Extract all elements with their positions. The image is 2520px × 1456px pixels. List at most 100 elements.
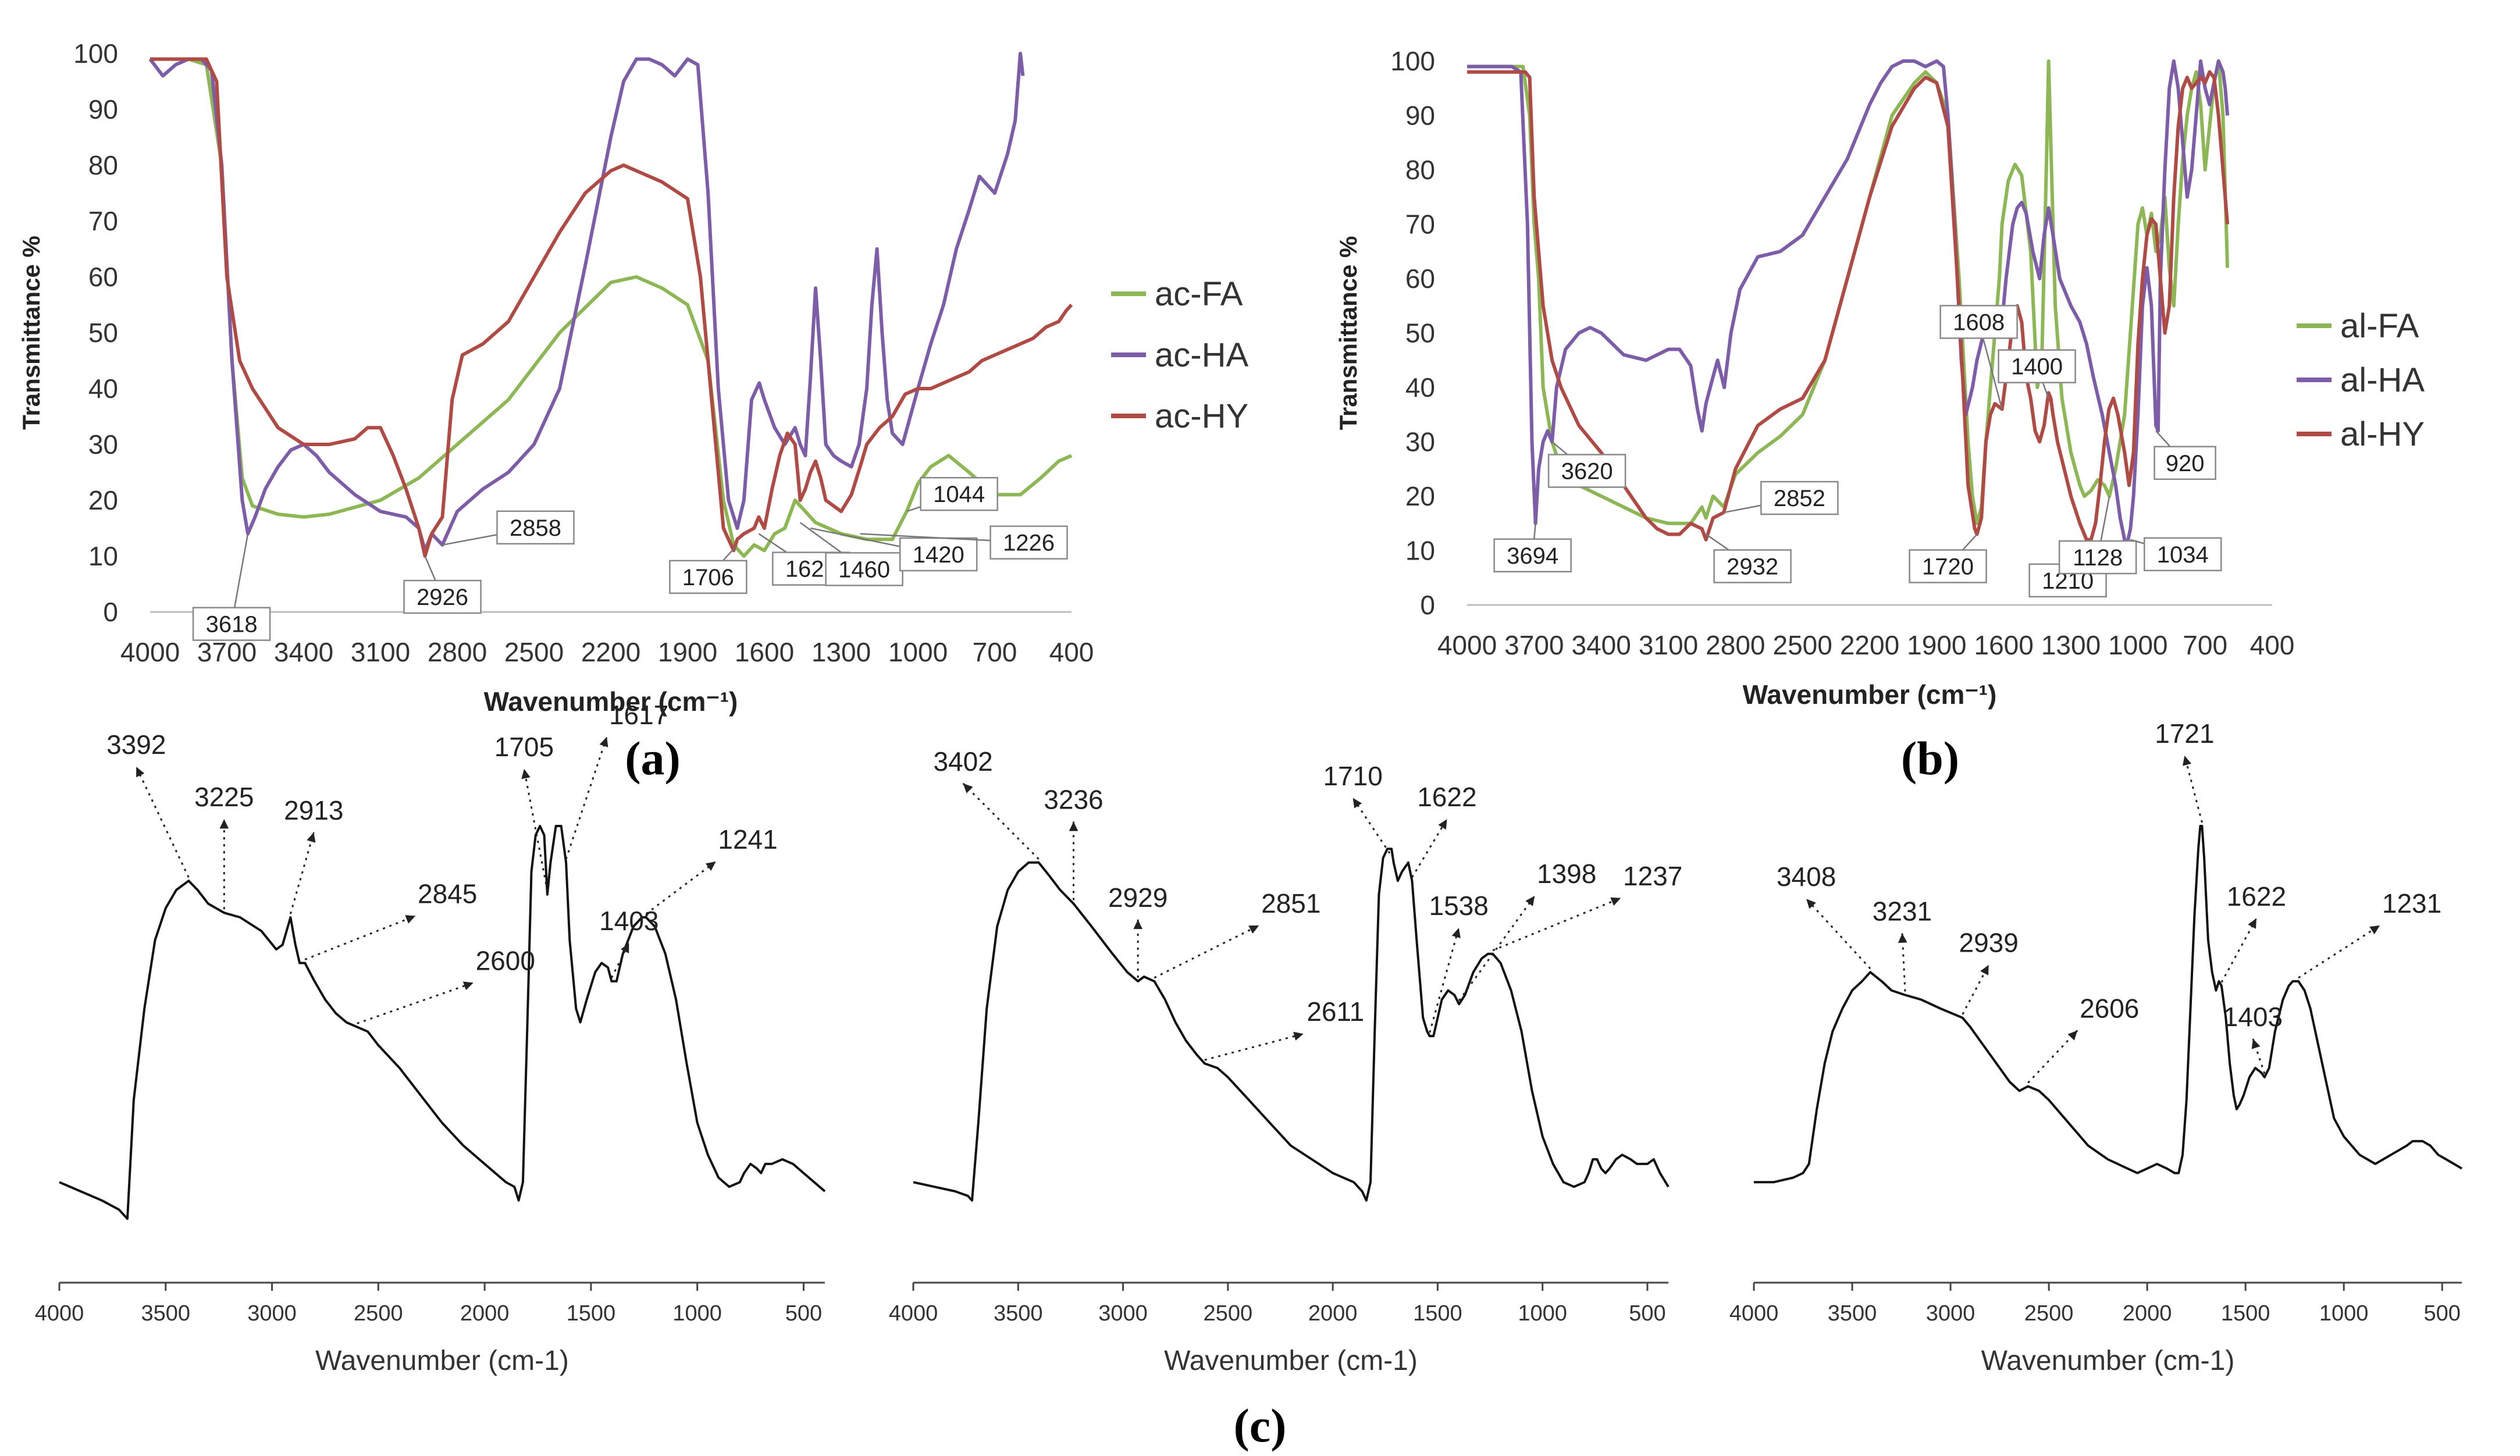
annotation-box (899, 537, 978, 572)
annotation-arrowhead (2182, 756, 2192, 766)
annotation-label: 2845 (418, 879, 477, 909)
x-tick-label: 3400 (274, 637, 333, 667)
annotation-label: 1720 (1922, 554, 1974, 579)
x-tick-label: 1000 (2319, 1301, 2369, 1326)
annotation-leader (645, 860, 717, 915)
x-tick-label: 400 (2250, 630, 2295, 660)
annotation-label: 2929 (1108, 882, 1168, 913)
annotation-label: 2600 (476, 945, 535, 976)
annotation-label: 920 (2166, 451, 2205, 476)
series-line-ac-FA (150, 57, 1073, 558)
annotation-arrowhead (1133, 919, 1142, 930)
y-tick-label: 40 (1405, 372, 1435, 403)
x-tick-label: 500 (2423, 1301, 2460, 1326)
x-tick-label: 4000 (120, 637, 180, 667)
annotation-label: 3392 (106, 729, 166, 760)
x-tick-label: 3400 (1571, 630, 1631, 660)
x-tick-label: 2000 (460, 1301, 510, 1326)
annotation-label: 1705 (494, 732, 554, 762)
x-tick-label: 1600 (735, 637, 794, 667)
legend-label: ac-HY (1155, 397, 1248, 435)
annotation-arrowhead (2067, 1030, 2078, 1041)
annotation-leader (1411, 818, 1448, 878)
annotation-label: 1403 (2223, 1002, 2283, 1032)
x-tick-label: 400 (1049, 637, 1094, 667)
annotation-arrowhead (705, 862, 716, 871)
legend-label: al-HA (2340, 361, 2425, 399)
annotation-arrowhead (1069, 821, 1079, 831)
annotation-leader (962, 782, 1040, 860)
x-tick-label: 2500 (1204, 1301, 1253, 1326)
x-tick-label: 4000 (35, 1301, 84, 1326)
x-tick-label: 3500 (1828, 1301, 1877, 1326)
x-tick-label: 1500 (1413, 1301, 1462, 1326)
annotation-label: 2913 (284, 795, 343, 825)
annotation-box (825, 552, 903, 586)
x-tick-label: 3700 (1504, 630, 1564, 660)
annotation-label: 1622 (2227, 881, 2286, 912)
y-tick-label: 50 (1405, 318, 1435, 348)
chart-c1: 4000 3500 3000 2500 2000 1500 1000 500 Wavenumbe… (35, 700, 826, 1376)
x-tick-label: 1300 (811, 637, 871, 667)
annotation-label: 1403 (599, 906, 659, 936)
annotation-arrowhead (307, 832, 316, 843)
x-tick-label: 500 (1629, 1301, 1665, 1326)
annotation-label: 1044 (933, 482, 985, 507)
annotation-leader (2220, 918, 2258, 983)
y-tick-label: 10 (88, 541, 118, 571)
x-axis-title: Wavenumber (cm⁻¹) (484, 686, 738, 717)
annotation-label: 3402 (933, 746, 992, 777)
x-tick-label: 1900 (658, 637, 717, 667)
annotation-label: 2939 (1959, 928, 2019, 958)
x-tick-label: 3100 (351, 637, 410, 667)
annotation-leader (2298, 924, 2380, 979)
annotation-arrowhead (2369, 925, 2380, 935)
y-tick-label: 40 (88, 373, 118, 404)
x-tick-label: 1000 (672, 1301, 722, 1326)
x-tick-label: 3700 (197, 637, 257, 667)
x-tick-label: 500 (785, 1301, 822, 1326)
annotation-leader (1429, 927, 1460, 1033)
series-line-spectrum (59, 825, 826, 1220)
x-tick-label: 1500 (567, 1301, 616, 1326)
annotation-label: 3620 (1561, 459, 1613, 485)
x-tick-label: 3100 (1639, 630, 1698, 660)
x-tick-label: 4000 (1437, 630, 1497, 660)
chart-c2: 4000 3500 3000 2500 2000 1500 1000 500 Wavenumbe… (889, 746, 1683, 1376)
annotation-leader (1458, 895, 1536, 1002)
x-tick-label: 2500 (1772, 630, 1832, 660)
x-tick-label: 3500 (994, 1301, 1043, 1326)
x-tick-label: 2500 (2024, 1301, 2074, 1326)
y-tick-label: 50 (88, 318, 118, 348)
annotation-arrowhead (1248, 925, 1259, 934)
annotation-label: 1710 (1323, 761, 1383, 791)
annotation-leader (2027, 1030, 2078, 1084)
annotation-arrowhead (1438, 819, 1447, 830)
x-tick-label: 1000 (888, 637, 948, 667)
annotation-label: 1400 (2011, 354, 2063, 380)
x-tick-label: 2000 (2123, 1301, 2172, 1326)
annotation-box (1998, 349, 2076, 383)
annotation-leader (523, 768, 549, 892)
series-line-al-FA (1467, 59, 2230, 525)
annotation-arrowhead (1451, 928, 1461, 938)
annotation-leader (1352, 797, 1394, 860)
annotation-label: 3236 (1044, 784, 1103, 814)
panel-label-b: (b) (1901, 732, 1959, 785)
annotation-arrowhead (2248, 918, 2256, 929)
annotation-label: 1237 (1623, 861, 1682, 891)
y-tick-label: 60 (88, 262, 118, 292)
y-tick-label: 70 (1405, 209, 1435, 240)
legend-label: ac-FA (1155, 275, 1243, 313)
annotation-arrowhead (521, 768, 531, 779)
annotation-label: 1241 (718, 824, 777, 855)
annotation-label: 2858 (510, 515, 561, 541)
annotation-arrowhead (405, 915, 416, 924)
annotation-leader (1154, 924, 1259, 979)
annotation-arrowhead (136, 767, 145, 778)
annotation-arrowhead (1980, 964, 1989, 976)
annotation-label: 1226 (1003, 531, 1055, 556)
annotation-label: 1706 (682, 565, 734, 590)
annotation-label: 1617 (609, 700, 668, 730)
annotation-box (1493, 538, 1572, 572)
